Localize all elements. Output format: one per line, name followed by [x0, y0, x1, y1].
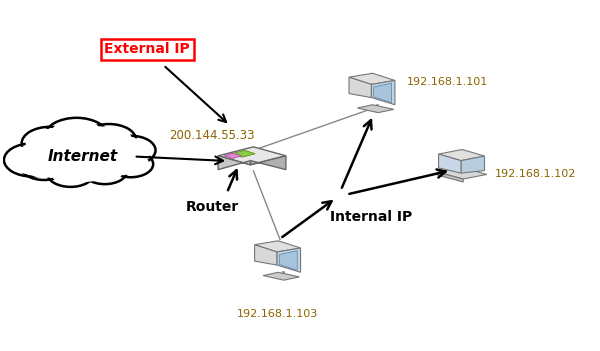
Polygon shape: [232, 150, 255, 157]
Circle shape: [86, 127, 131, 153]
Circle shape: [22, 127, 78, 160]
Polygon shape: [437, 172, 463, 182]
Polygon shape: [461, 156, 485, 173]
Text: External IP: External IP: [104, 42, 190, 57]
Polygon shape: [437, 167, 487, 179]
Polygon shape: [218, 156, 250, 170]
Polygon shape: [439, 154, 461, 173]
Circle shape: [49, 121, 104, 152]
Polygon shape: [250, 156, 286, 170]
Circle shape: [25, 155, 63, 177]
Polygon shape: [358, 105, 394, 113]
Text: Internal IP: Internal IP: [330, 210, 413, 224]
Text: Internet: Internet: [47, 149, 118, 164]
Circle shape: [106, 136, 155, 165]
Polygon shape: [224, 153, 242, 159]
Polygon shape: [254, 245, 277, 265]
Circle shape: [111, 139, 151, 162]
Polygon shape: [439, 150, 485, 161]
Polygon shape: [374, 83, 392, 103]
Polygon shape: [349, 77, 371, 98]
Circle shape: [26, 130, 74, 157]
Circle shape: [44, 118, 109, 155]
Polygon shape: [263, 272, 299, 280]
Circle shape: [4, 143, 61, 177]
Circle shape: [47, 159, 94, 187]
Circle shape: [8, 146, 56, 174]
Circle shape: [109, 151, 153, 177]
Text: 192.168.1.103: 192.168.1.103: [236, 309, 317, 319]
Circle shape: [52, 162, 89, 184]
Text: 192.168.1.102: 192.168.1.102: [495, 169, 577, 179]
Text: 192.168.1.101: 192.168.1.101: [407, 77, 488, 87]
Circle shape: [87, 161, 122, 181]
Circle shape: [40, 132, 125, 181]
Polygon shape: [371, 80, 395, 105]
Circle shape: [20, 152, 68, 180]
Circle shape: [113, 154, 148, 174]
Polygon shape: [349, 73, 395, 84]
Circle shape: [82, 158, 127, 184]
Text: 200.144.55.33: 200.144.55.33: [169, 129, 255, 142]
Polygon shape: [254, 241, 301, 252]
Circle shape: [82, 124, 136, 156]
Polygon shape: [218, 147, 286, 165]
Text: Router: Router: [185, 200, 239, 214]
Polygon shape: [277, 248, 301, 272]
Polygon shape: [279, 251, 297, 270]
